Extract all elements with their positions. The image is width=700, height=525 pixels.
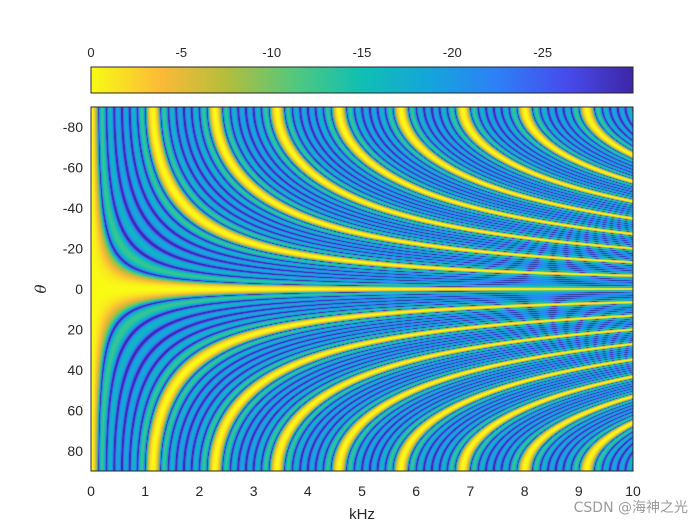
y-tick-label: 0 — [75, 281, 83, 297]
x-tick-label: 1 — [141, 483, 149, 499]
x-tick-label: 5 — [358, 483, 366, 499]
x-tick-label: 2 — [196, 483, 204, 499]
heatmap — [91, 107, 633, 471]
x-tick-label: 3 — [250, 483, 258, 499]
y-axis-ticks: -80 -60 -40 -20 0 20 40 60 80 — [63, 119, 96, 459]
x-tick-label: 6 — [412, 483, 420, 499]
y-tick-label: 60 — [67, 402, 83, 418]
colorbar-tick-label: -5 — [176, 45, 188, 60]
x-tick-label: 10 — [625, 483, 641, 499]
y-axis-label: θ — [32, 284, 50, 293]
colorbar-tick-label: -25 — [533, 45, 552, 60]
colorbar-ticks: 0 -5 -10 -15 -20 -25 — [87, 45, 552, 71]
x-axis-label: kHz — [349, 506, 375, 523]
colorbar-tick-label: -10 — [262, 45, 281, 60]
x-tick-label: 7 — [467, 483, 475, 499]
y-tick-label: 80 — [67, 443, 83, 459]
y-tick-label: -40 — [63, 200, 83, 216]
x-tick-label: 9 — [575, 483, 583, 499]
x-tick-label: 0 — [87, 483, 95, 499]
y-tick-label: -20 — [63, 241, 83, 257]
y-tick-label: 20 — [67, 321, 83, 337]
colorbar — [91, 67, 633, 93]
colorbar-tick-label: -15 — [353, 45, 372, 60]
x-tick-label: 4 — [304, 483, 312, 499]
y-tick-label: 40 — [67, 362, 83, 378]
watermark: CSDN @海神之光 — [573, 500, 688, 516]
y-tick-label: -80 — [63, 119, 83, 135]
y-tick-label: -60 — [63, 160, 83, 176]
colorbar-tick-label: -20 — [443, 45, 462, 60]
colorbar-tick-label: 0 — [87, 45, 94, 60]
x-tick-label: 8 — [521, 483, 529, 499]
